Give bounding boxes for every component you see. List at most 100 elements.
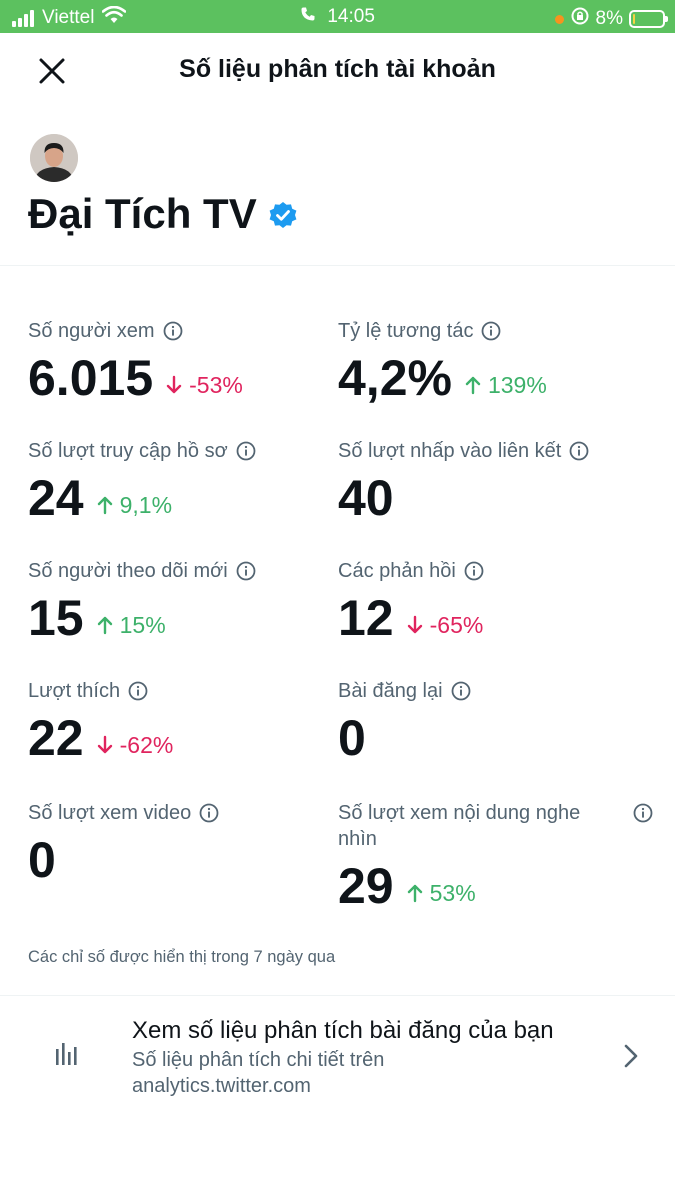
metric-card: Số lượt truy cập hồ sơ 24 9,1% — [28, 438, 328, 526]
orientation-lock-icon — [570, 6, 590, 32]
arrow-down-icon — [406, 615, 424, 635]
arrow-up-icon — [464, 375, 482, 395]
metric-change-value: 9,1% — [119, 491, 173, 518]
metric-value-row: 6.015 -53% — [28, 350, 328, 406]
metric-card: Các phản hồi 12 -65% — [338, 558, 653, 646]
arrow-up-icon — [96, 615, 114, 635]
metric-value: 0 — [338, 710, 366, 766]
metric-label-text: Lượt thích — [28, 680, 121, 702]
metric-card: Số người theo dõi mới 15 15% — [28, 558, 328, 646]
metric-label: Số lượt xem nội dung nghe nhìn — [338, 800, 653, 852]
metric-value-row: 4,2% 139% — [338, 350, 653, 406]
metric-card: Số người xem 6.015 -53% — [28, 318, 328, 406]
info-icon[interactable] — [199, 803, 219, 823]
metric-value: 40 — [338, 470, 394, 526]
info-icon[interactable] — [451, 681, 471, 701]
status-time: 14:05 — [327, 6, 375, 27]
metric-value-row: 29 53% — [338, 858, 653, 914]
metric-change: -65% — [406, 611, 484, 639]
metric-change-value: -65% — [429, 611, 484, 638]
info-icon[interactable] — [236, 441, 256, 461]
metric-label: Tỷ lệ tương tác — [338, 318, 653, 344]
metric-value-row: 0 — [338, 710, 653, 766]
metric-label-text: Các phản hồi — [338, 560, 456, 582]
status-right: 8% — [554, 6, 668, 32]
info-icon[interactable] — [481, 321, 501, 341]
metric-card: Số lượt xem nội dung nghe nhìn 29 53% — [338, 800, 653, 914]
status-left: Viettel — [12, 5, 127, 30]
post-analytics-description: Số liệu phân tích chi tiết trên analytic… — [132, 1049, 385, 1097]
post-analytics-title: Xem số liệu phân tích bài đăng của bạn — [132, 1017, 554, 1044]
metric-value: 29 — [338, 858, 394, 914]
metric-card: Tỷ lệ tương tác 4,2% 139% — [338, 318, 653, 406]
avatar[interactable] — [30, 134, 78, 182]
carrier-name: Viettel — [42, 7, 95, 28]
metric-value: 22 — [28, 710, 84, 766]
metric-change-value: -62% — [119, 731, 174, 758]
info-icon[interactable] — [128, 681, 148, 701]
status-bar: Viettel 14:05 8% — [0, 0, 675, 33]
metric-change: 53% — [406, 880, 476, 907]
metric-change-value: 15% — [119, 611, 166, 638]
metric-card: Bài đăng lại 0 — [338, 678, 653, 766]
metric-label-text: Số lượt nhấp vào liên kết — [338, 440, 562, 462]
metric-label-text: Bài đăng lại — [338, 680, 443, 702]
page-title: Số liệu phân tích tài khoản — [179, 55, 496, 83]
recording-dot-icon — [554, 14, 564, 24]
metric-label: Số người theo dõi mới — [28, 558, 328, 584]
bar-chart-icon — [56, 1043, 77, 1065]
profile-name: Đại Tích TV — [28, 190, 299, 238]
metric-label: Lượt thích — [28, 678, 328, 704]
phone-icon — [300, 6, 316, 28]
chevron-right-icon — [624, 1044, 638, 1068]
metric-change: -62% — [96, 731, 174, 759]
metric-value-row: 0 — [28, 832, 328, 888]
verified-badge-icon — [267, 196, 299, 232]
close-icon — [39, 58, 65, 84]
metric-value: 0 — [28, 832, 56, 888]
metric-change: 15% — [96, 612, 166, 639]
wifi-icon — [102, 5, 127, 30]
metric-change: 139% — [464, 372, 547, 399]
divider — [0, 995, 675, 996]
arrow-down-icon — [165, 375, 183, 395]
metric-label-text: Số người xem — [28, 320, 155, 342]
metric-value: 15 — [28, 590, 84, 646]
metric-label-text: Số lượt xem video — [28, 802, 192, 824]
info-icon[interactable] — [464, 561, 484, 581]
battery-icon — [629, 10, 668, 28]
metric-card: Số lượt nhấp vào liên kết 40 — [338, 438, 653, 526]
metric-change: -53% — [165, 372, 243, 399]
metric-change-value: 139% — [487, 371, 547, 398]
metric-card: Lượt thích 22 -62% — [28, 678, 328, 766]
header: Số liệu phân tích tài khoản — [0, 33, 675, 105]
arrow-up-icon — [406, 883, 424, 903]
arrow-down-icon — [96, 735, 114, 755]
divider — [0, 265, 675, 266]
close-button[interactable] — [34, 53, 70, 89]
info-icon[interactable] — [633, 803, 653, 823]
metric-value-row: 22 -62% — [28, 710, 328, 766]
metric-value-row: 12 -65% — [338, 590, 653, 646]
metric-label-text: Số lượt xem nội dung nghe nhìn — [338, 802, 581, 850]
signal-icon — [12, 9, 34, 27]
info-icon[interactable] — [236, 561, 256, 581]
info-icon[interactable] — [163, 321, 183, 341]
metric-label-text: Tỷ lệ tương tác — [338, 320, 474, 342]
metric-change-value: 53% — [429, 879, 476, 906]
metrics-footnote: Các chỉ số được hiển thị trong 7 ngày qu… — [28, 948, 336, 966]
status-center: 14:05 — [0, 6, 675, 28]
info-icon[interactable] — [569, 441, 589, 461]
metric-card: Số lượt xem video 0 — [28, 800, 328, 888]
metric-value-row: 40 — [338, 470, 653, 526]
metric-label: Số lượt xem video — [28, 800, 328, 826]
metric-change-value: -53% — [189, 371, 243, 398]
battery-percent: 8% — [595, 8, 623, 29]
metric-label: Số lượt nhấp vào liên kết — [338, 438, 653, 464]
metric-label: Bài đăng lại — [338, 678, 653, 704]
metric-label: Các phản hồi — [338, 558, 653, 584]
metric-value: 12 — [338, 590, 394, 646]
metric-label-text: Số người theo dõi mới — [28, 560, 228, 582]
post-analytics-link[interactable]: Xem số liệu phân tích bài đăng của bạn S… — [0, 997, 675, 1107]
metric-label: Số người xem — [28, 318, 328, 344]
